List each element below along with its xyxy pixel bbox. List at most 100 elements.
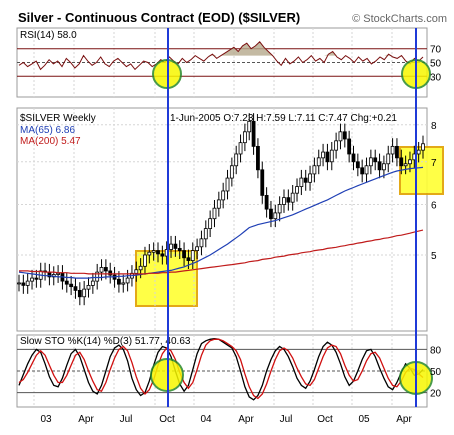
x-tick-label: Jul [280, 414, 293, 425]
price-candle [329, 149, 334, 163]
x-tick-label: Apr [396, 414, 412, 425]
price-candle [134, 269, 139, 274]
x-tick-label: Jul [120, 414, 133, 425]
x-tick-label: Apr [78, 414, 94, 425]
price-candle [338, 131, 343, 142]
price-candle [256, 145, 260, 171]
rsi-level-label: 30 [430, 72, 442, 83]
price-candle [234, 153, 239, 167]
sto-d-line [18, 338, 424, 400]
price-candle [321, 151, 325, 159]
ma200-label: MA(200) 5.47 [20, 136, 81, 147]
price-candle [368, 157, 373, 167]
price-candle [229, 165, 234, 179]
price-candle [195, 246, 200, 251]
sto-level-label: 80 [430, 345, 442, 356]
price-candle [364, 165, 369, 175]
rsi-level-label: 50 [430, 59, 442, 70]
price-candle [82, 288, 87, 298]
price-candle [395, 145, 399, 159]
series-layer [17, 28, 427, 407]
rsi-level-label: 70 [430, 45, 442, 56]
price-candle [299, 177, 304, 188]
x-tick-label: Oct [159, 414, 175, 425]
price-candle [386, 153, 391, 165]
panel-frames [16, 27, 428, 408]
price-candle [390, 145, 395, 155]
price-candle [169, 243, 173, 250]
price-candle [30, 277, 34, 282]
price-candle [156, 250, 160, 255]
price-candle [143, 254, 147, 267]
price-candle [25, 280, 30, 286]
price-candle [77, 289, 82, 298]
price-tick-label: 8 [431, 121, 437, 132]
price-candle [225, 177, 230, 192]
chart-title: Silver - Continuous Contract (EOD) ($SIL… [18, 10, 300, 25]
price-candle [190, 250, 195, 261]
sto-level-label: 20 [430, 389, 442, 400]
x-tick-label: 03 [40, 414, 52, 425]
price-candle [282, 197, 286, 205]
price-tick-label: 5 [431, 251, 437, 262]
price-candle [117, 278, 121, 285]
price-candle [264, 194, 269, 210]
price-candle [138, 265, 143, 271]
price-candle [121, 282, 126, 285]
price-candle [69, 283, 74, 288]
price-candle [312, 165, 317, 175]
price-candle [382, 163, 386, 171]
x-tick-label: 04 [200, 414, 212, 425]
price-candle [308, 173, 312, 183]
price-candle [290, 192, 295, 203]
price-candle [242, 131, 247, 144]
price-candle [90, 280, 95, 286]
price-candle [416, 149, 421, 155]
ma65-line [18, 166, 424, 279]
price-candle [86, 285, 91, 290]
price-candle [34, 277, 39, 280]
price-candle [177, 248, 182, 251]
price-candle [355, 161, 360, 169]
price-candle [125, 277, 130, 284]
sto-level-label: 50 [430, 367, 442, 378]
price-candle [173, 243, 178, 249]
price-candle [212, 207, 217, 220]
price-candle [325, 151, 330, 163]
price-candle [95, 271, 100, 282]
price-candle [199, 238, 204, 248]
price-candle [99, 267, 104, 273]
price-candle [316, 157, 321, 167]
price-candle [347, 138, 352, 155]
price-candle [221, 190, 226, 201]
price-candle [21, 282, 26, 286]
ma65-label: MA(65) 6.86 [20, 125, 75, 136]
price-candle [303, 177, 308, 183]
price-candle [273, 212, 278, 220]
price-tick-label: 7 [431, 158, 437, 169]
price-candle [186, 257, 191, 261]
source-credit: © StockCharts.com [352, 13, 447, 25]
price-candle [286, 197, 291, 203]
price-candle [360, 167, 365, 175]
price-candle [421, 143, 425, 151]
ma200-line [19, 229, 424, 275]
price-candle [160, 253, 165, 257]
price-candle [351, 153, 356, 163]
price-tick-label: 6 [431, 200, 437, 211]
price-candle [108, 270, 113, 276]
price-candle [203, 228, 208, 240]
price-candle [277, 204, 282, 214]
price-candle [377, 161, 382, 171]
price-candle [238, 142, 243, 155]
price-candle [147, 251, 152, 256]
price-candle [103, 267, 108, 272]
sto-k-line [18, 337, 424, 401]
price-candle [260, 169, 265, 196]
x-tick-label: Apr [238, 414, 254, 425]
price-candle [216, 199, 221, 209]
rsi-line [18, 41, 424, 71]
price-candle [334, 140, 339, 151]
